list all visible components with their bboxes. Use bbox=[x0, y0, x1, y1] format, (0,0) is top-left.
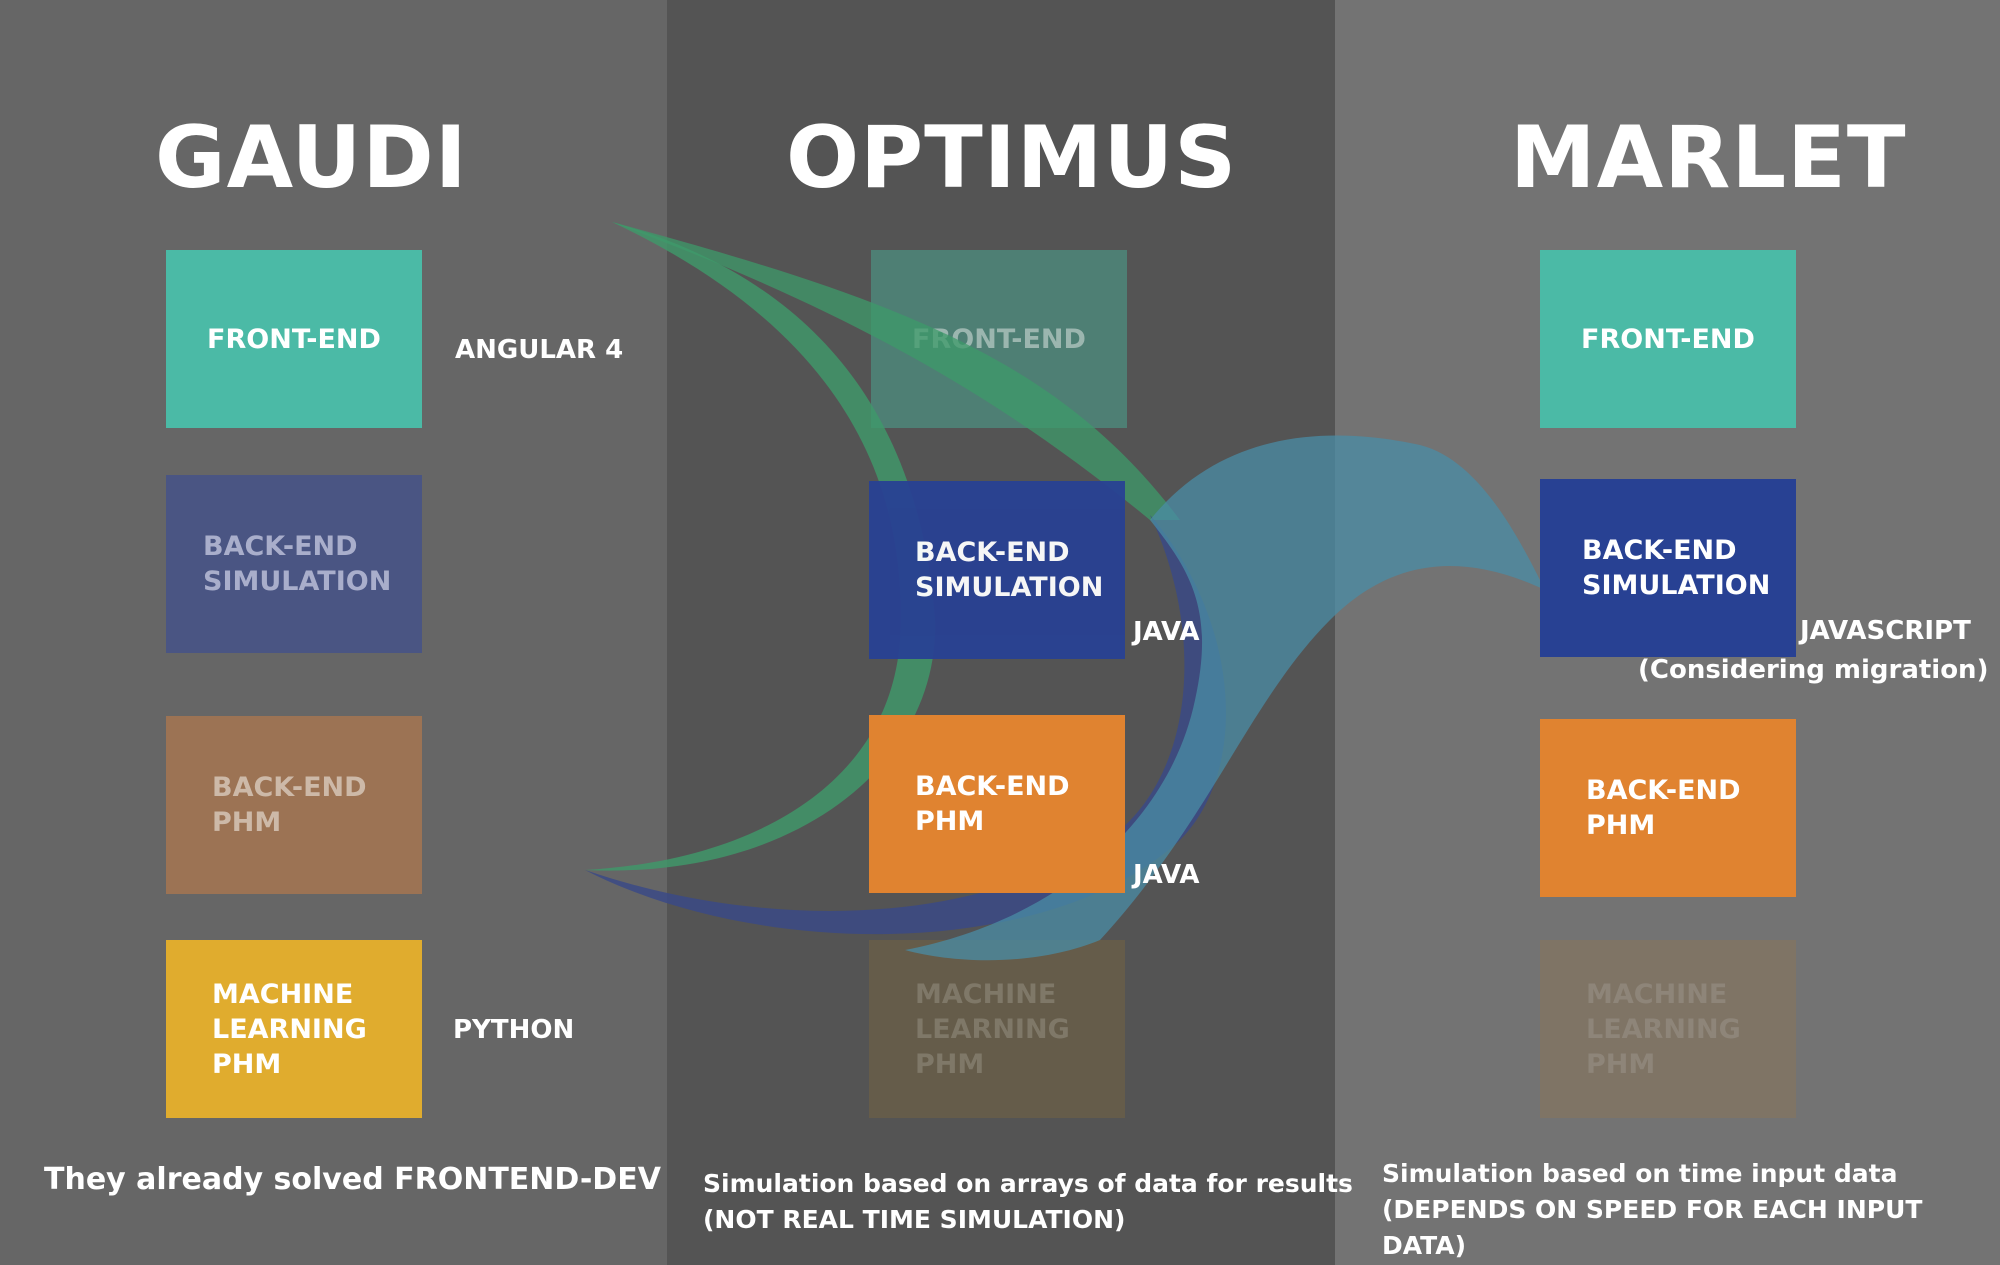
label-considering-migration: (Considering migration) bbox=[1638, 655, 1989, 685]
title-marlet: MARLET bbox=[1510, 108, 1907, 208]
optimus-front-end-label: FRONT-END bbox=[912, 323, 1086, 355]
label-java-phm: JAVA bbox=[1133, 860, 1200, 890]
note-optimus: Simulation based on arrays of data for r… bbox=[703, 1169, 1353, 1234]
optimus-back-end-simulation-box: BACK-END SIMULATION bbox=[869, 481, 1125, 659]
marlet-back-end-simulation-box: BACK-END SIMULATION bbox=[1540, 479, 1796, 657]
label-python: PYTHON bbox=[453, 1015, 575, 1045]
marlet-ml-phm-label: MACHINE LEARNING PHM bbox=[1586, 978, 1741, 1080]
label-angular4: ANGULAR 4 bbox=[455, 335, 624, 365]
title-optimus: OPTIMUS bbox=[786, 108, 1238, 208]
gaudi-back-end-phm-box: BACK-END PHM bbox=[166, 716, 422, 894]
gaudi-ml-phm-box: MACHINE LEARNING PHM bbox=[166, 940, 422, 1118]
marlet-back-end-phm-label: BACK-END PHM bbox=[1586, 775, 1741, 841]
marlet-ml-phm-box: MACHINE LEARNING PHM bbox=[1540, 940, 1796, 1118]
label-java-simulation: JAVA bbox=[1133, 617, 1200, 647]
label-javascript: JAVASCRIPT bbox=[1800, 616, 1971, 646]
gaudi-ml-phm-label: MACHINE LEARNING PHM bbox=[212, 978, 367, 1080]
gaudi-front-end-label: FRONT-END bbox=[207, 323, 381, 355]
note-gaudi: They already solved FRONTEND-DEV bbox=[44, 1162, 661, 1197]
marlet-front-end-box: FRONT-END bbox=[1540, 250, 1796, 428]
note-marlet: Simulation based on time input data (DEP… bbox=[1382, 1159, 1923, 1260]
optimus-ml-phm-box: MACHINE LEARNING PHM bbox=[869, 940, 1125, 1118]
title-gaudi: GAUDI bbox=[155, 108, 468, 208]
gaudi-back-end-simulation-box: BACK-END SIMULATION bbox=[166, 475, 422, 653]
optimus-ml-phm-label: MACHINE LEARNING PHM bbox=[915, 978, 1070, 1080]
optimus-back-end-phm-label: BACK-END PHM bbox=[915, 771, 1070, 837]
optimus-front-end-box: FRONT-END bbox=[871, 250, 1127, 428]
optimus-back-end-simulation-label: BACK-END SIMULATION bbox=[915, 537, 1104, 603]
gaudi-back-end-phm-label: BACK-END PHM bbox=[212, 772, 367, 838]
marlet-back-end-simulation-label: BACK-END SIMULATION bbox=[1582, 535, 1771, 601]
gaudi-back-end-simulation-label: BACK-END SIMULATION bbox=[203, 531, 392, 597]
marlet-front-end-label: FRONT-END bbox=[1581, 323, 1755, 355]
gaudi-front-end-box: FRONT-END bbox=[166, 250, 422, 428]
optimus-back-end-phm-box: BACK-END PHM bbox=[869, 715, 1125, 893]
marlet-back-end-phm-box: BACK-END PHM bbox=[1540, 719, 1796, 897]
